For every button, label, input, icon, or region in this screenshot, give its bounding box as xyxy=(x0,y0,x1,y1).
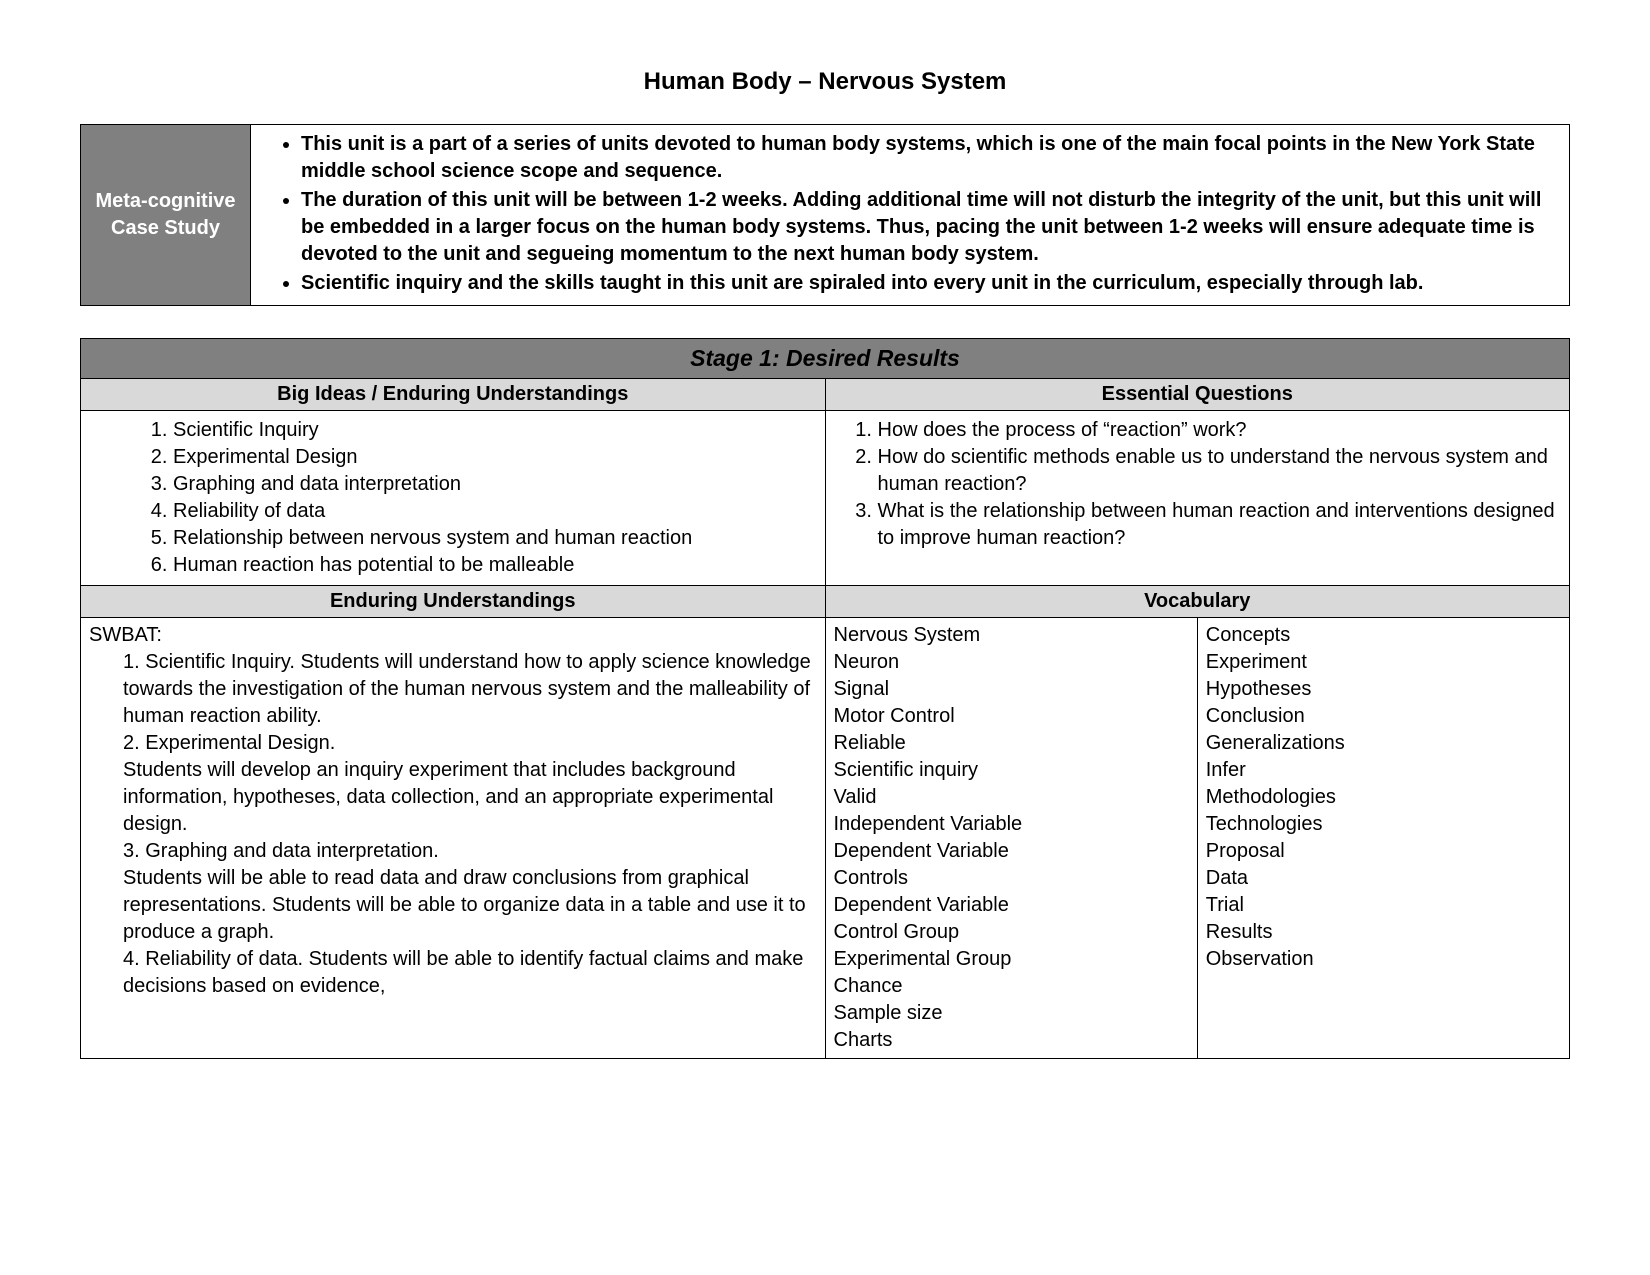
enduring-item: Students will be able to read data and d… xyxy=(123,865,817,946)
vocab-term: Sample size xyxy=(834,1000,1189,1027)
essential-question-item: What is the relationship between human r… xyxy=(878,498,1562,552)
big-idea-item: Experimental Design xyxy=(173,444,817,471)
meta-bullet: Scientific inquiry and the skills taught… xyxy=(301,270,1557,297)
vocab-term: Generalizations xyxy=(1206,730,1561,757)
vocab-term: Experimental Group xyxy=(834,946,1189,973)
meta-table: Meta-cognitive Case Study This unit is a… xyxy=(80,124,1570,306)
vocab-header: Vocabulary xyxy=(825,586,1570,618)
page-title: Human Body – Nervous System xyxy=(80,68,1570,96)
vocab-term: Motor Control xyxy=(834,703,1189,730)
vocab-term: Nervous System xyxy=(834,622,1189,649)
vocab-term: Proposal xyxy=(1206,838,1561,865)
enduring-cell: SWBAT: 1. Scientific Inquiry. Students w… xyxy=(81,618,826,1059)
stage1-table: Stage 1: Desired Results Big Ideas / End… xyxy=(80,338,1570,1059)
vocab-term: Results xyxy=(1206,919,1561,946)
vocab-term: Signal xyxy=(834,676,1189,703)
vocab-term: Trial xyxy=(1206,892,1561,919)
vocab-term: Reliable xyxy=(834,730,1189,757)
big-idea-item: Graphing and data interpretation xyxy=(173,471,817,498)
enduring-item: 3. Graphing and data interpretation. xyxy=(123,838,817,865)
vocab-col-2: Concepts Experiment Hypotheses Conclusio… xyxy=(1197,618,1569,1059)
table-spacer xyxy=(80,306,1570,338)
vocab-term: Neuron xyxy=(834,649,1189,676)
vocab-term: Concepts xyxy=(1206,622,1561,649)
vocab-term: Conclusion xyxy=(1206,703,1561,730)
enduring-item: Students will develop an inquiry experim… xyxy=(123,757,817,838)
enduring-header: Enduring Understandings xyxy=(81,586,826,618)
big-idea-item: Human reaction has potential to be malle… xyxy=(173,552,817,579)
vocab-term: Infer xyxy=(1206,757,1561,784)
meta-bullet-list: This unit is a part of a series of units… xyxy=(263,131,1557,297)
big-ideas-header: Big Ideas / Enduring Understandings xyxy=(81,379,826,411)
big-idea-item: Scientific Inquiry xyxy=(173,417,817,444)
meta-label: Meta-cognitive Case Study xyxy=(95,190,235,239)
vocab-term: Experiment xyxy=(1206,649,1561,676)
essential-questions-list: How does the process of “reaction” work?… xyxy=(834,417,1562,552)
big-ideas-cell: Scientific Inquiry Experimental Design G… xyxy=(81,411,826,586)
vocab-term: Independent Variable xyxy=(834,811,1189,838)
vocab-term: Control Group xyxy=(834,919,1189,946)
big-idea-item: Reliability of data xyxy=(173,498,817,525)
enduring-item: 1. Scientific Inquiry. Students will und… xyxy=(123,649,817,730)
vocab-term: Valid xyxy=(834,784,1189,811)
enduring-item: 2. Experimental Design. xyxy=(123,730,817,757)
vocab-term: Dependent Variable xyxy=(834,892,1189,919)
stage1-header: Stage 1: Desired Results xyxy=(81,339,1570,379)
vocab-term: Chance xyxy=(834,973,1189,1000)
vocab-term: Scientific inquiry xyxy=(834,757,1189,784)
vocab-term: Technologies xyxy=(1206,811,1561,838)
big-ideas-list: Scientific Inquiry Experimental Design G… xyxy=(89,417,817,579)
big-idea-item: Relationship between nervous system and … xyxy=(173,525,817,552)
vocab-term: Dependent Variable xyxy=(834,838,1189,865)
enduring-item: 4. Reliability of data. Students will be… xyxy=(123,946,817,1000)
essential-questions-cell: How does the process of “reaction” work?… xyxy=(825,411,1570,586)
vocab-col-1: Nervous System Neuron Signal Motor Contr… xyxy=(825,618,1197,1059)
meta-bullet: The duration of this unit will be betwee… xyxy=(301,187,1557,268)
vocab-term: Observation xyxy=(1206,946,1561,973)
vocab-term: Data xyxy=(1206,865,1561,892)
essential-question-item: How do scientific methods enable us to u… xyxy=(878,444,1562,498)
essential-questions-header: Essential Questions xyxy=(825,379,1570,411)
meta-content-cell: This unit is a part of a series of units… xyxy=(251,125,1570,306)
swbat-label: SWBAT: xyxy=(89,622,817,649)
vocab-term: Methodologies xyxy=(1206,784,1561,811)
meta-bullet: This unit is a part of a series of units… xyxy=(301,131,1557,185)
vocab-term: Controls xyxy=(834,865,1189,892)
meta-label-cell: Meta-cognitive Case Study xyxy=(81,125,251,306)
vocab-term: Charts xyxy=(834,1027,1189,1054)
essential-question-item: How does the process of “reaction” work? xyxy=(878,417,1562,444)
vocab-term: Hypotheses xyxy=(1206,676,1561,703)
